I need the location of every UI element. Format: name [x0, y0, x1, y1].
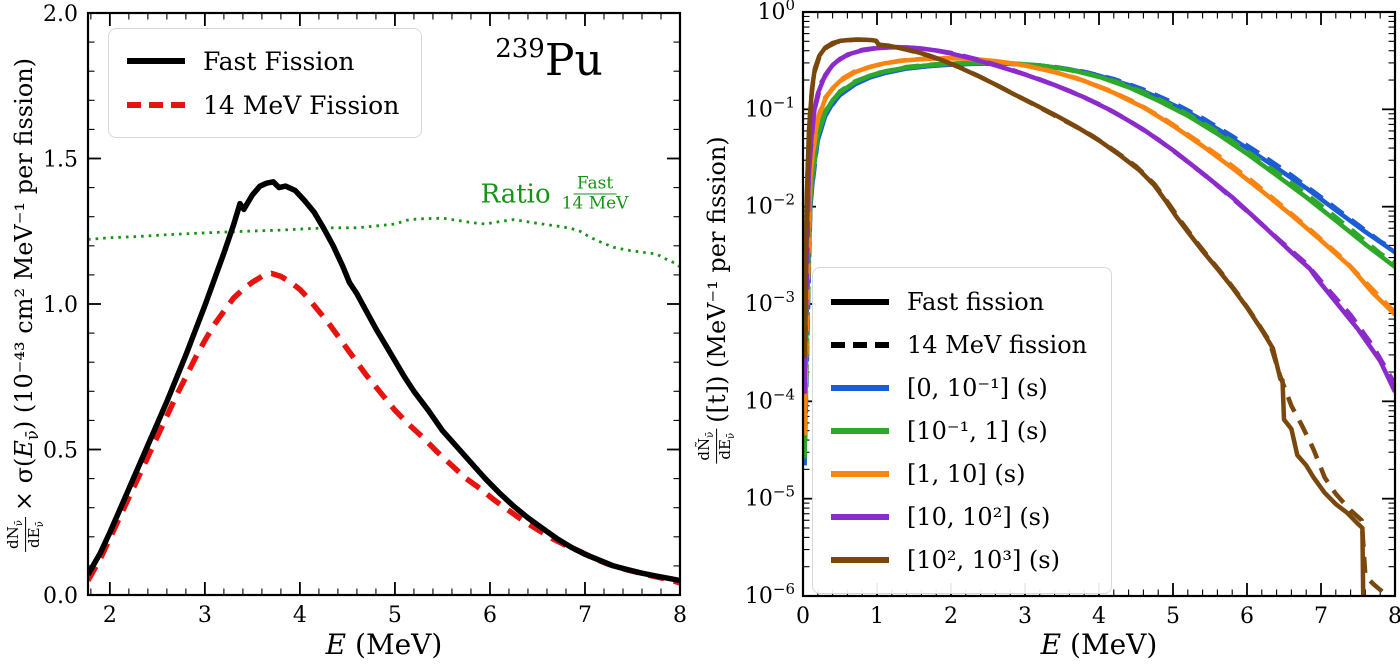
xtick-label: 1	[870, 604, 884, 629]
xtick-label: 8	[1388, 604, 1400, 629]
ytick-label: 10−4	[745, 385, 795, 414]
series-14-mev-fission	[88, 270, 680, 586]
axis-ticks	[802, 11, 1396, 597]
ytick-label: 100	[757, 0, 795, 25]
axis-ticks	[88, 12, 681, 596]
ytick-label: 1.0	[43, 293, 78, 318]
ytick-label: 10−1	[745, 93, 795, 122]
xtick-label: 4	[1092, 604, 1106, 629]
xtick-label: 2	[103, 603, 117, 628]
left-plot: 2 3 4 5 6 7 8 0.0 0.5 1.0 1.5 2.0	[43, 2, 687, 628]
xtick-label: 7	[578, 603, 592, 628]
series--1-10-s-fast	[803, 55, 1395, 436]
xtick-label: 2	[944, 604, 958, 629]
xtick-label: 6	[1240, 604, 1254, 629]
ytick-label: 2.0	[43, 2, 78, 27]
series-ratio-fast-14-mev	[88, 216, 680, 268]
xtick-label: 3	[198, 603, 212, 628]
xtick-label: 0	[796, 604, 810, 629]
tick-labels: 2 3 4 5 6 7 8 0.0 0.5 1.0 1.5 2.0	[43, 2, 687, 628]
xtick-label: 3	[1018, 604, 1032, 629]
xtick-label: 6	[483, 603, 497, 628]
right-plot: 0 1 2 3 4 5 6 7 8 100 10−1 10−2 10−3 10−4 10−5 10−6	[745, 0, 1400, 629]
xtick-label: 5	[1166, 604, 1180, 629]
series--1e2-1e3-s-fast	[803, 37, 1366, 596]
ytick-label: 1.5	[43, 148, 78, 173]
xtick-label: 5	[388, 603, 402, 628]
series--10-1e2-s-fast	[803, 44, 1395, 394]
tick-labels: 0 1 2 3 4 5 6 7 8 100 10−1 10−2 10−3 10−4 10−5 10−6	[745, 0, 1400, 629]
series-fast-fission	[88, 179, 680, 584]
ytick-label: 0.0	[43, 584, 78, 609]
xtick-label: 4	[293, 603, 307, 628]
series--1e-1-1-s-fast	[803, 60, 1395, 459]
ytick-label: 10−5	[745, 483, 795, 512]
ytick-label: 10−3	[745, 288, 795, 317]
xtick-label: 7	[1314, 604, 1328, 629]
ytick-label: 10−2	[745, 191, 795, 220]
xtick-label: 8	[673, 603, 687, 628]
ytick-label: 0.5	[43, 439, 78, 464]
series--1e2-1e3-s-14mev	[803, 37, 1390, 596]
series--10-1e2-s-14mev	[803, 44, 1395, 394]
series--1e-1-1-s-14mev	[803, 60, 1395, 459]
series--1-10-s-14mev	[803, 55, 1395, 436]
ytick-label: 10−6	[745, 580, 795, 609]
